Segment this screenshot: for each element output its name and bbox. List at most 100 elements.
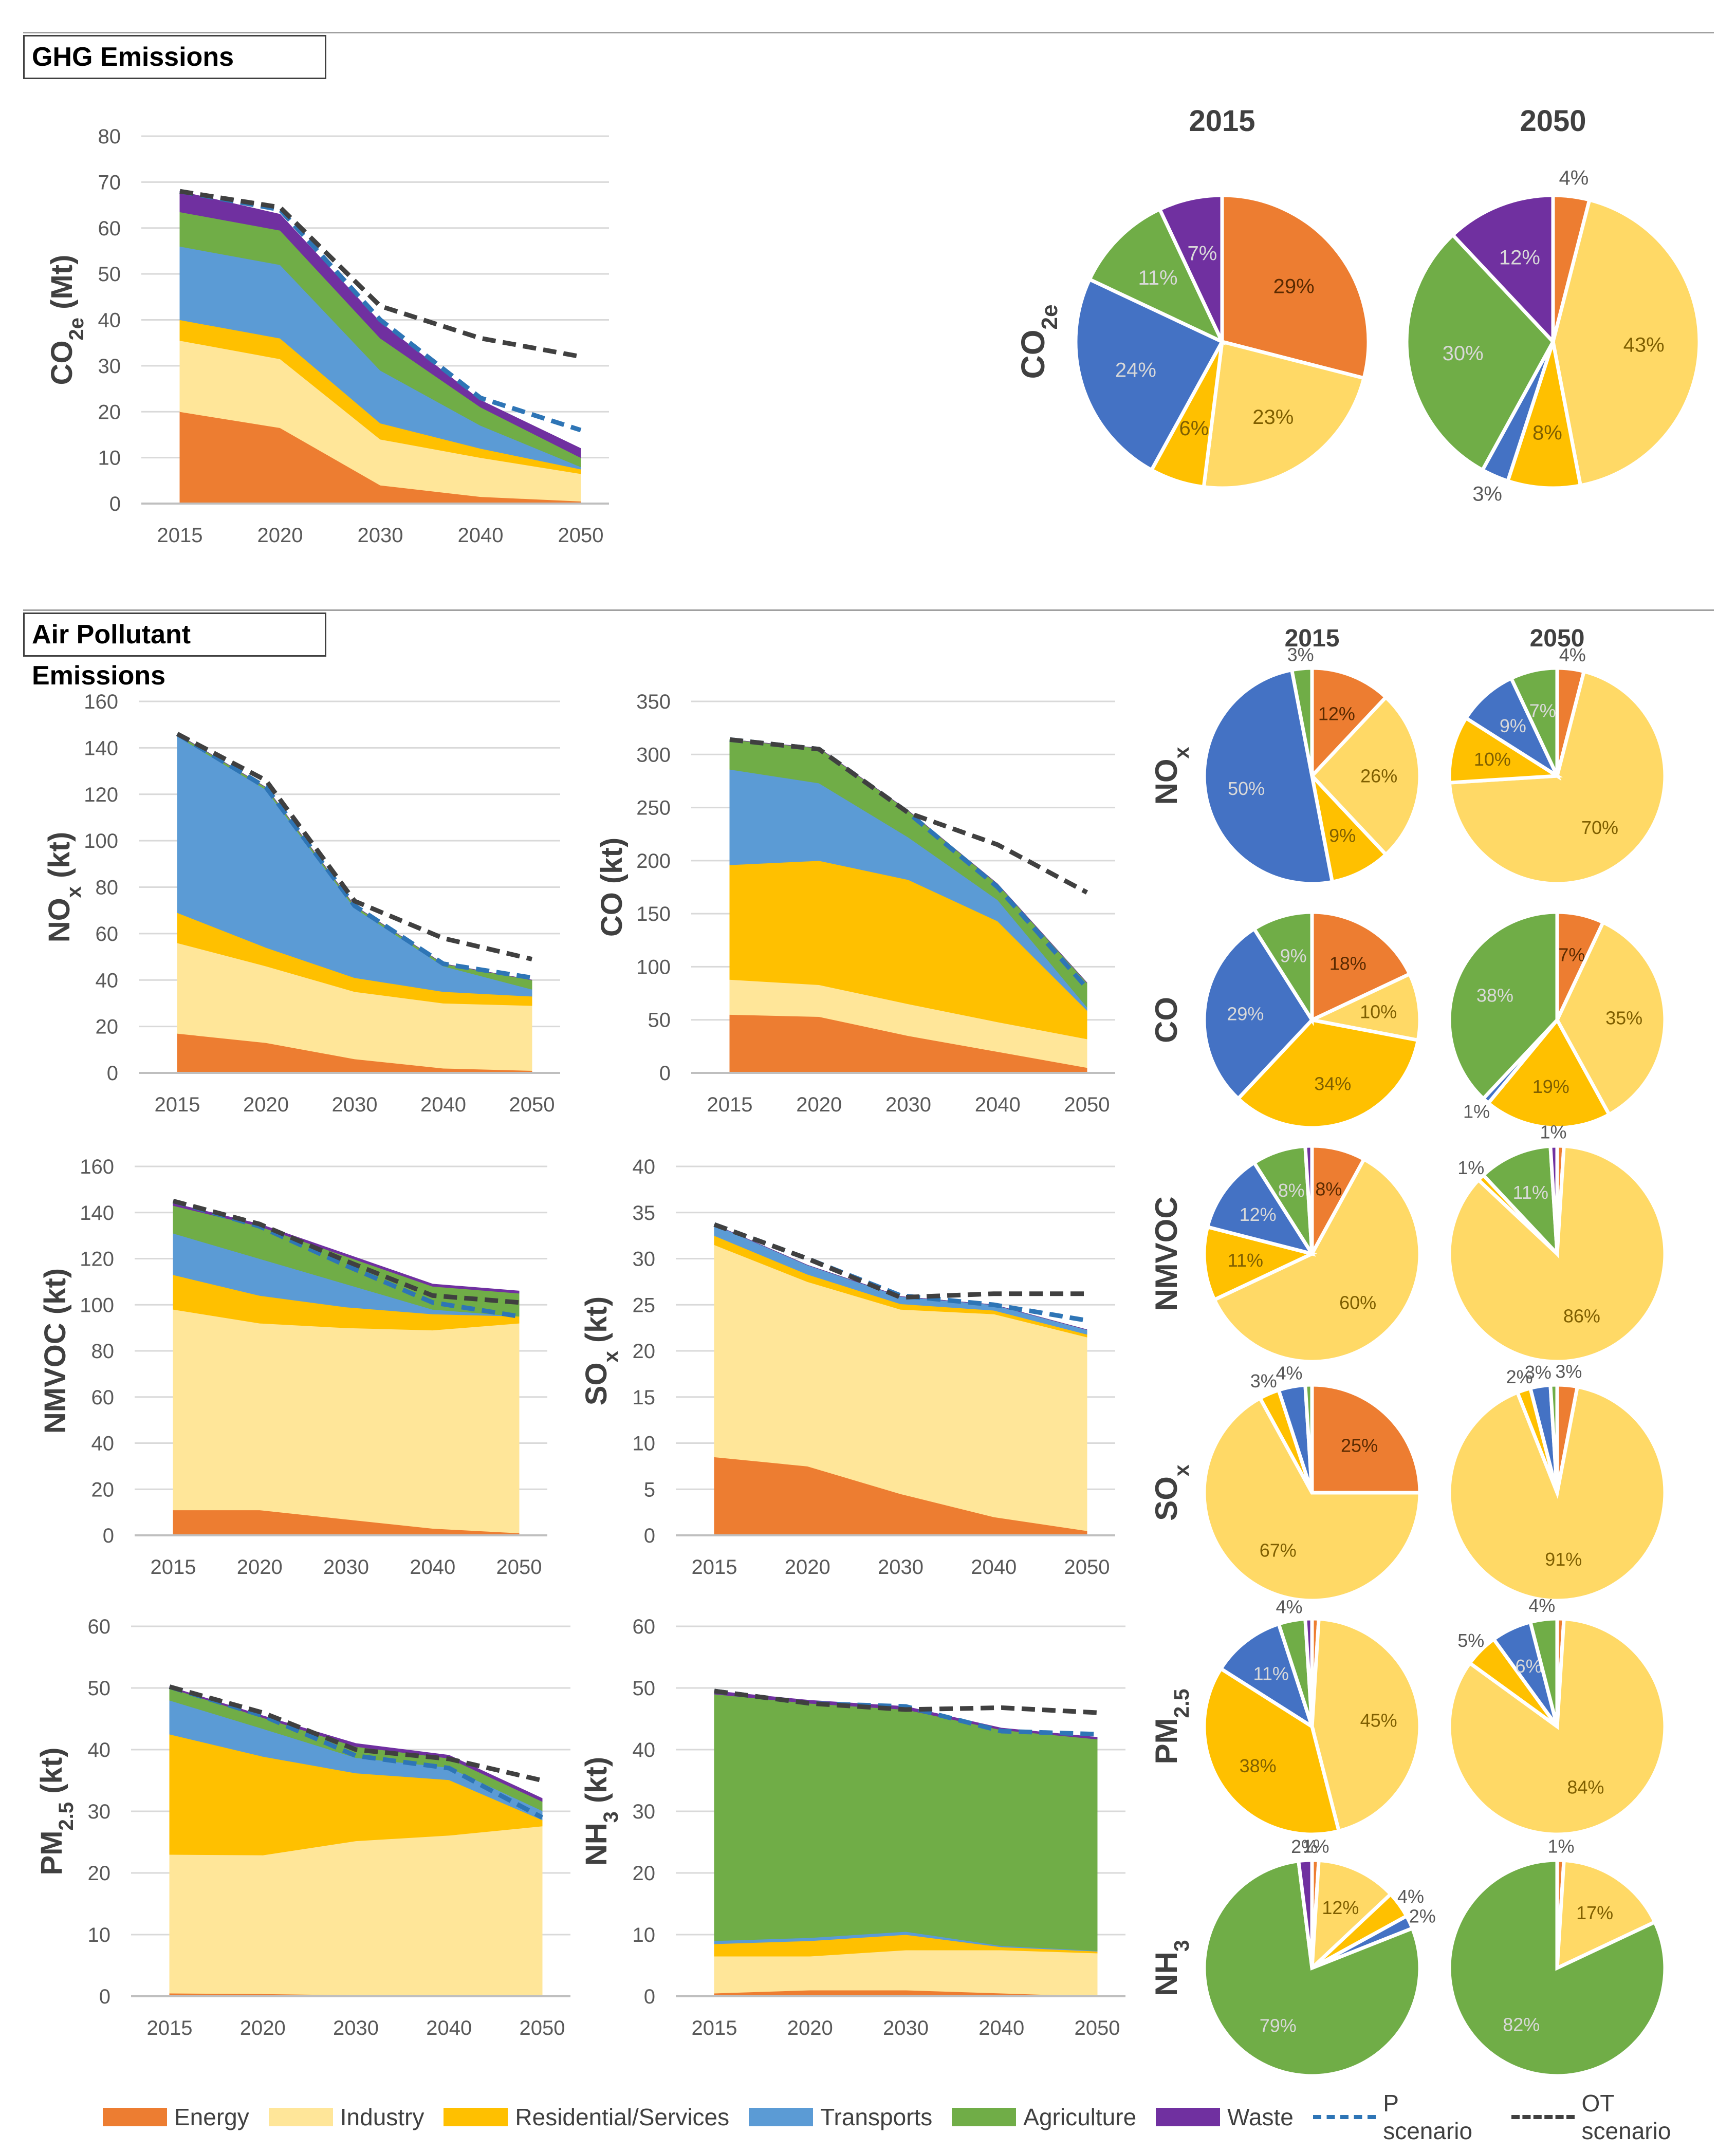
legend: Energy Industry Residential/Services Transp… <box>103 2090 1722 2144</box>
y-tick-label: 40 <box>88 1739 111 1761</box>
pie-slice <box>1309 1858 1394 1973</box>
pie-slice <box>1202 1224 1318 1303</box>
p-scenario-line <box>176 732 532 980</box>
pie-slice <box>1303 1144 1314 1254</box>
pie-label: 7% <box>1529 700 1556 721</box>
pie-label: 11% <box>1253 1663 1289 1684</box>
y-tick-label: 10 <box>88 1924 111 1946</box>
pie-slice <box>1220 193 1371 381</box>
legend-label: Industry <box>340 2104 424 2130</box>
pie-label: 3% <box>1287 644 1314 665</box>
y-axis-label: PM2.5 (kt) <box>35 1748 78 1876</box>
pie-label: 43% <box>1623 334 1665 357</box>
pie-slice <box>1548 1144 1559 1254</box>
x-tick-label: 2030 <box>358 524 403 547</box>
y-tick-label: 350 <box>636 691 671 713</box>
pie-label: 38% <box>1240 1755 1277 1776</box>
pie-label: 9% <box>1329 825 1356 846</box>
pie-label: 8% <box>1278 1180 1305 1201</box>
y-tick-label: 50 <box>98 263 121 286</box>
y-tick-label: 10 <box>633 1433 656 1455</box>
x-tick-label: 2015 <box>155 1093 200 1116</box>
y-tick-label: 20 <box>98 401 121 423</box>
pie-slice <box>1202 339 1366 490</box>
pie-slice <box>1551 197 1702 488</box>
x-tick-label: 2040 <box>975 1093 1021 1116</box>
pie-label: 70% <box>1581 817 1618 838</box>
y-tick-label: 60 <box>96 923 119 945</box>
y-tick-label: 200 <box>636 850 671 873</box>
pie-slice <box>1548 1383 1559 1493</box>
pie-slice <box>1087 207 1226 346</box>
y-axis-label: NOx (kt) <box>43 832 85 943</box>
pie-label: 18% <box>1329 953 1366 974</box>
pie-label: 3% <box>1525 1362 1552 1383</box>
pie-label: 34% <box>1314 1073 1351 1094</box>
ot-scenario-line <box>713 1222 1087 1300</box>
x-tick-label: 2015 <box>151 1556 196 1579</box>
pie-label: 3% <box>1250 1370 1277 1391</box>
y-tick-label: 0 <box>99 1985 110 2008</box>
pie-label: 67% <box>1260 1540 1297 1561</box>
y-axis-label: CO (kt) <box>595 838 629 937</box>
x-tick-label: 2040 <box>978 2017 1024 2039</box>
y-axis-label: SOx (kt) <box>580 1296 622 1405</box>
y-tick-label: 70 <box>98 171 121 194</box>
y-axis-label: NH3 (kt) <box>580 1757 622 1866</box>
pie-label: 8% <box>1532 421 1562 444</box>
x-tick-label: 2015 <box>692 2017 737 2039</box>
pie-label: 3% <box>1472 483 1502 506</box>
pie-label: 4% <box>1276 1597 1303 1618</box>
y-tick-label: 120 <box>80 1248 114 1271</box>
pie-label: 3% <box>1555 1361 1582 1382</box>
y-tick-label: 140 <box>84 737 118 759</box>
x-tick-label: 2015 <box>692 1556 737 1579</box>
y-tick-label: 30 <box>88 1801 111 1823</box>
pie-label: 7% <box>1188 243 1217 265</box>
chart-co: 0 50 100 150 200 250 300 350 2015 2020 2030 2040 205… <box>595 691 1115 1116</box>
pie-row-label: SOx <box>1149 1464 1193 1521</box>
legend-label: Residential/Services <box>515 2104 730 2130</box>
pie-label: 11% <box>1138 267 1178 289</box>
pie-label: 12% <box>1240 1204 1277 1225</box>
pie-label: 19% <box>1532 1076 1569 1097</box>
x-tick-label: 2050 <box>1064 1093 1110 1116</box>
y-tick-label: 40 <box>633 1156 656 1178</box>
y-tick-label: 20 <box>91 1478 115 1501</box>
pie-label: 9% <box>1280 945 1307 967</box>
legend-swatch <box>1156 2108 1221 2126</box>
y-tick-label: 100 <box>636 956 671 978</box>
x-tick-label: 2015 <box>157 524 203 547</box>
ghg-section-title: GHG Emissions <box>23 35 326 79</box>
pie-slice <box>1296 1858 1314 1969</box>
legend-label: P scenario <box>1383 2090 1473 2144</box>
ghg-section-rule <box>23 32 1714 33</box>
legend-swatch <box>268 2108 333 2126</box>
ot-scenario-line <box>179 189 581 359</box>
y-tick-label: 0 <box>644 1985 655 2008</box>
y-tick-label: 50 <box>648 1009 671 1032</box>
pie-slice <box>1528 1617 1559 1727</box>
legend-item: Residential/Services <box>444 2103 729 2131</box>
pie-slice <box>1310 910 1412 1023</box>
pie-label: 45% <box>1360 1710 1397 1731</box>
pie-slice <box>1303 1617 1314 1727</box>
pie-label: 79% <box>1260 2015 1297 2036</box>
pie-slice <box>1218 1621 1316 1731</box>
x-tick-label: 2050 <box>1075 2017 1120 2039</box>
pie-slice <box>1303 1383 1314 1493</box>
x-tick-label: 2020 <box>240 2017 286 2039</box>
legend-label: OT scenario <box>1581 2090 1671 2144</box>
legend-item: Industry <box>268 2103 424 2131</box>
legend-item: Waste <box>1156 2103 1294 2131</box>
y-tick-label: 150 <box>636 903 671 925</box>
y-tick-label: 20 <box>633 1862 656 1885</box>
pie-label: 4% <box>1559 166 1589 189</box>
pie-slice <box>1463 676 1562 781</box>
legend-line-swatch <box>1511 2115 1575 2119</box>
pie-slice <box>1289 666 1314 776</box>
